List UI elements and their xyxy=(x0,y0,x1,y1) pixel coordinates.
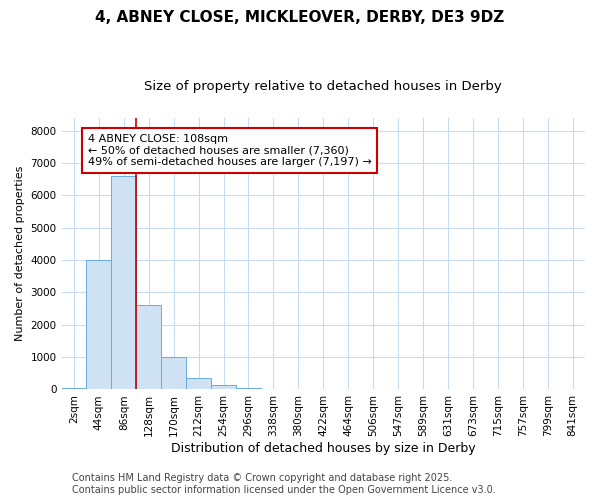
Bar xyxy=(136,306,161,390)
Y-axis label: Number of detached properties: Number of detached properties xyxy=(15,166,25,342)
Bar xyxy=(236,388,261,390)
Title: Size of property relative to detached houses in Derby: Size of property relative to detached ho… xyxy=(145,80,502,93)
Text: 4, ABNEY CLOSE, MICKLEOVER, DERBY, DE3 9DZ: 4, ABNEY CLOSE, MICKLEOVER, DERBY, DE3 9… xyxy=(95,10,505,25)
Bar xyxy=(112,176,136,390)
Bar xyxy=(86,260,112,390)
X-axis label: Distribution of detached houses by size in Derby: Distribution of detached houses by size … xyxy=(171,442,476,455)
Bar xyxy=(161,357,186,390)
Bar xyxy=(211,386,236,390)
Text: Contains HM Land Registry data © Crown copyright and database right 2025.
Contai: Contains HM Land Registry data © Crown c… xyxy=(72,474,496,495)
Bar xyxy=(62,388,86,390)
Bar xyxy=(186,378,211,390)
Text: 4 ABNEY CLOSE: 108sqm
← 50% of detached houses are smaller (7,360)
49% of semi-d: 4 ABNEY CLOSE: 108sqm ← 50% of detached … xyxy=(88,134,371,167)
